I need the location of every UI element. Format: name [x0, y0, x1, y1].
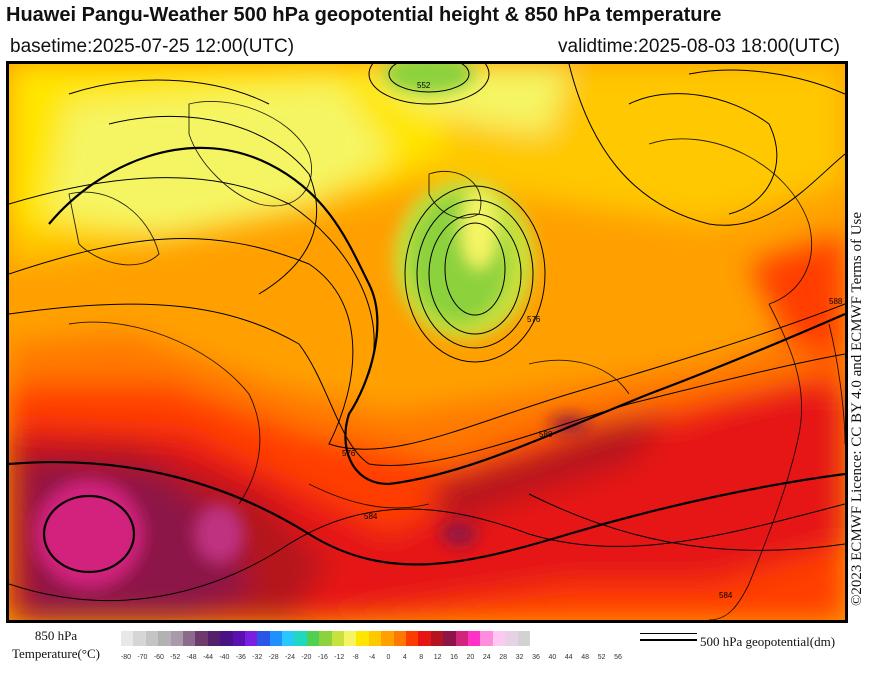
colorbar-swatch	[405, 631, 419, 646]
colorbar-tick: -52	[170, 654, 181, 661]
geopotential-line-legend	[640, 633, 700, 641]
legend-label-line1: 850 hPa	[34, 628, 78, 643]
colorbar-swatch	[505, 631, 518, 646]
colorbar-swatch	[133, 631, 146, 646]
contour-label: 576	[342, 449, 356, 458]
colorbar-swatch	[294, 631, 307, 646]
colorbar-swatch	[244, 631, 258, 646]
contour-label: 584	[364, 512, 378, 521]
colorbar-tick: 28	[499, 654, 508, 661]
colorbar-swatch	[467, 631, 481, 646]
colorbar-tick: -24	[284, 654, 296, 661]
colorbar-tick: -36	[235, 654, 246, 661]
colorbar-tick: 16	[450, 654, 458, 661]
colorbar-tick: -20	[301, 654, 312, 661]
colorbar-swatch	[430, 631, 444, 646]
colorbar-tick: -32	[252, 654, 263, 661]
colorbar-swatch	[232, 631, 245, 646]
colorbar-swatch	[331, 631, 345, 646]
colorbar-swatch	[282, 631, 295, 646]
colorbar-swatch	[492, 631, 506, 646]
legend-label-line2: Temperature(°C)	[11, 646, 101, 661]
colorbar-swatch	[306, 631, 320, 646]
colorbar-tick: 12	[433, 654, 442, 661]
colorbar-swatch	[517, 631, 530, 646]
colorbar-tick: 8	[419, 654, 424, 661]
colorbar-swatch	[170, 631, 183, 646]
colorbar-tick: 52	[597, 654, 606, 661]
contour-label: 552	[417, 81, 431, 90]
colorbar-tick: -28	[268, 654, 279, 661]
colorbar-tick: -8	[352, 654, 359, 661]
colorbar-swatch	[455, 631, 468, 646]
colorbar-tick: -4	[368, 654, 376, 661]
colorbar-tick: 4	[402, 654, 407, 661]
colorbar-tick: 36	[532, 654, 540, 661]
temperature-legend-label: 850 hPa Temperature(°C)	[10, 627, 102, 663]
chart-title: Huawei Pangu-Weather 500 hPa geopotentia…	[6, 4, 722, 26]
colorbar-swatch	[257, 631, 270, 646]
colorbar-swatch	[443, 631, 456, 646]
colorbar-swatch	[480, 631, 493, 646]
contour-label: 588	[539, 430, 553, 439]
colorbar-swatch	[195, 631, 208, 646]
colorbar-tick: -60	[153, 654, 164, 661]
contour-label: 576	[527, 315, 541, 324]
colorbar-swatch	[121, 631, 134, 646]
colorbar-tick: 32	[515, 654, 524, 661]
colorbar-swatch	[418, 631, 431, 646]
colorbar-tick: 20	[466, 654, 475, 661]
colorbar-swatch	[344, 631, 357, 646]
colorbar-swatch	[319, 631, 332, 646]
weather-map[interactable]: 552 576 584 588 576 584 588	[6, 61, 848, 623]
colorbar-swatch	[182, 631, 196, 646]
temperature-colorbar	[121, 631, 530, 646]
colorbar-swatch	[381, 631, 394, 646]
colorbar-tick: -44	[202, 654, 214, 661]
colorbar-tick: 40	[548, 654, 557, 661]
colorbar-tick: 48	[581, 654, 590, 661]
colorbar-tick: -70	[137, 654, 148, 661]
contour-label: 584	[719, 591, 733, 600]
colorbar-tick: -40	[219, 654, 230, 661]
geopotential-legend-label: 500 hPa geopotential(dm)	[700, 634, 836, 649]
colorbar-tick: -12	[334, 654, 345, 661]
colorbar-tick: -16	[317, 654, 328, 661]
colorbar-swatch	[269, 631, 283, 646]
colorbar-swatch	[393, 631, 406, 646]
colorbar-swatch	[356, 631, 369, 646]
contour-label: 588	[829, 297, 843, 306]
basetime-label: basetime:2025-07-25 12:00(UTC)	[10, 36, 295, 57]
coastlines	[68, 101, 845, 620]
colorbar-tick: 24	[482, 654, 491, 661]
colorbar-swatch	[207, 631, 221, 646]
colorbar-swatch	[158, 631, 171, 646]
colorbar-tick: -80	[120, 654, 132, 661]
colorbar-swatch	[368, 631, 382, 646]
validtime-label: validtime:2025-08-03 18:00(UTC)	[558, 36, 840, 57]
colorbar-swatch	[220, 631, 233, 646]
colorbar-tick: 56	[614, 654, 622, 661]
colorbar-swatch	[145, 631, 159, 646]
colorbar-tick: -48	[186, 654, 197, 661]
colorbar-tick: 0	[386, 654, 391, 661]
colorbar-tick: 44	[564, 654, 573, 661]
